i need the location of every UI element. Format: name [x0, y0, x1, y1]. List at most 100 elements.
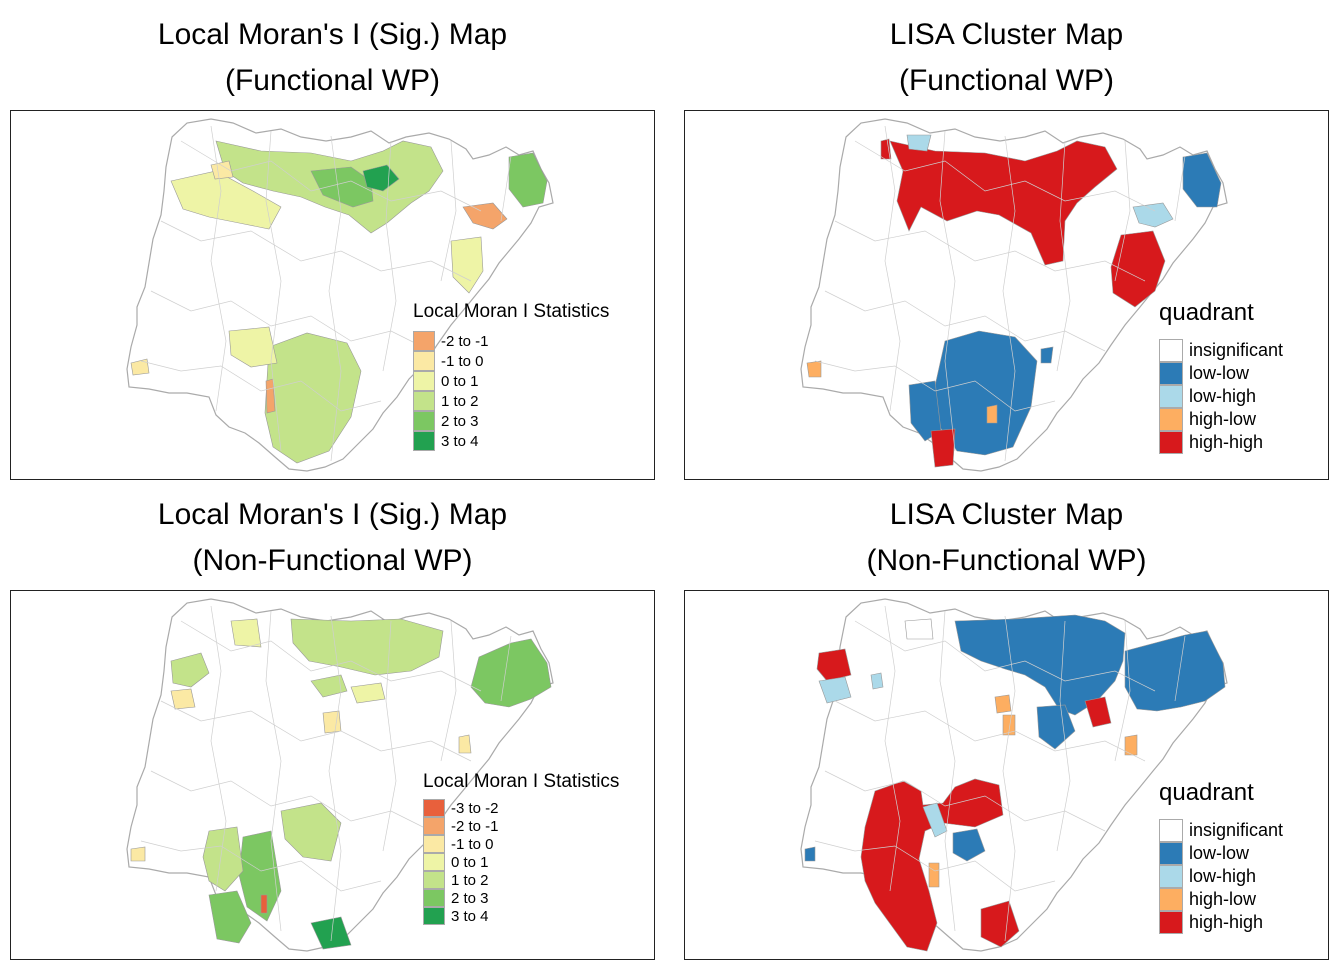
legend-swatch — [413, 391, 435, 411]
lga-region — [210, 160, 234, 180]
lga-region — [889, 140, 1118, 266]
legend-swatch — [413, 371, 435, 391]
lga-region — [980, 900, 1020, 948]
panel-title-line2: (Functional WP) — [898, 64, 1115, 97]
lga-region — [130, 846, 146, 862]
legend-swatch — [1159, 819, 1183, 842]
legend-swatch — [423, 907, 445, 925]
lga-region — [508, 152, 548, 208]
panel-title-line1: Local Moran's I (Sig.) Map — [157, 18, 508, 51]
lga-region — [994, 694, 1012, 714]
legend-label: 0 to 1 — [451, 854, 489, 871]
legend-label: low-high — [1189, 386, 1257, 406]
lga-boundaries — [140, 605, 512, 942]
nigeria-map — [800, 118, 1228, 472]
legend-label: high-high — [1189, 432, 1264, 452]
lga-region — [952, 828, 986, 862]
lga-region — [280, 802, 342, 862]
lga-region — [130, 358, 150, 376]
boundary-lines — [140, 605, 512, 942]
lga-region — [1002, 714, 1016, 736]
lga-regions — [804, 614, 1226, 952]
legend-swatch — [423, 817, 445, 835]
legend-swatch — [1159, 408, 1183, 431]
panel-title-line2: (Functional WP) — [224, 64, 441, 97]
lga-region — [818, 676, 852, 704]
panel-title-line1: Local Moran's I (Sig.) Map — [157, 498, 508, 531]
legend-label: 3 to 4 — [451, 908, 489, 925]
lga-region — [954, 614, 1126, 716]
legend-label: -1 to 0 — [441, 353, 484, 370]
lga-region — [870, 672, 884, 690]
legend-swatch — [1159, 842, 1183, 865]
lga-region — [930, 428, 956, 468]
lga-region — [450, 236, 484, 294]
lga-regions — [130, 140, 548, 464]
lga-region — [362, 164, 400, 192]
legend-label: low-low — [1189, 843, 1250, 863]
lga-region — [1110, 230, 1166, 308]
legend-swatch — [423, 799, 445, 817]
lga-region — [1182, 152, 1222, 208]
legend-swatch — [1159, 888, 1183, 911]
lga-region — [470, 638, 552, 708]
lga-regions — [806, 134, 1222, 468]
lga-region — [458, 734, 472, 754]
legend-swatch — [413, 351, 435, 371]
legend-title: Local Moran I Statistics — [413, 301, 610, 322]
legend-title: quadrant — [1159, 779, 1254, 806]
boundary-lines — [814, 605, 1186, 942]
panel-title-line1: LISA Cluster Map — [889, 18, 1124, 51]
legend-label: high-low — [1189, 409, 1257, 429]
lga-region — [1124, 734, 1138, 756]
legend-label: 2 to 3 — [441, 413, 479, 430]
legend-label: 0 to 1 — [441, 373, 479, 390]
lga-region — [208, 890, 252, 944]
panel-functional-lisa: LISA Cluster Map (Functional WP) quadran… — [684, 10, 1329, 480]
lga-region — [310, 916, 352, 950]
lga-region — [804, 846, 816, 862]
legend-label: -2 to -1 — [451, 818, 499, 835]
lga-boundaries — [140, 125, 512, 462]
lga-region — [462, 202, 508, 230]
legend-title: Local Moran I Statistics — [423, 771, 620, 792]
panel-title-line1: LISA Cluster Map — [889, 498, 1124, 531]
lga-region — [310, 166, 374, 208]
legend-label: insignificant — [1189, 820, 1284, 840]
legend-label: low-low — [1189, 363, 1250, 383]
lga-region — [986, 404, 998, 424]
legend-swatch — [1159, 339, 1183, 362]
lga-region — [228, 326, 278, 368]
legend-swatch — [423, 853, 445, 871]
lga-region — [1124, 630, 1226, 712]
lga-region — [290, 618, 444, 676]
lga-region — [922, 802, 948, 838]
lga-region — [170, 652, 210, 688]
legend-swatch — [423, 889, 445, 907]
lga-region — [264, 332, 362, 464]
legend-label: insignificant — [1189, 340, 1284, 360]
legend-swatch — [413, 431, 435, 451]
panel-title-line2: (Non-Functional WP) — [866, 544, 1147, 577]
lga-region — [260, 894, 268, 914]
nigeria-map — [800, 598, 1228, 952]
lga-region — [906, 134, 932, 152]
boundary-lines — [140, 125, 512, 462]
nigeria-map — [126, 598, 554, 952]
panel-nonfunctional-moran: Local Moran's I (Sig.) Map (Non-Function… — [10, 490, 655, 960]
legend-swatch — [1159, 431, 1183, 454]
lga-region — [265, 378, 276, 414]
legend-label: -2 to -1 — [441, 333, 489, 350]
legend-label: -1 to 0 — [451, 836, 494, 853]
legend-swatch — [423, 871, 445, 889]
legend-swatch — [413, 411, 435, 431]
panel-functional-moran: Local Moran's I (Sig.) Map (Functional W… — [10, 10, 655, 480]
map-frame: quadrant insignificant low-low low-high hig… — [684, 110, 1329, 480]
map-frame: Local Moran I Statistics -3 to -2 -2 to -… — [10, 590, 655, 960]
legend-title: quadrant — [1159, 299, 1254, 326]
lga-boundaries — [814, 605, 1186, 942]
lga-region — [880, 138, 892, 160]
lga-boundaries — [814, 125, 1186, 462]
legend-label: low-high — [1189, 866, 1257, 886]
panel-title-line2: (Non-Functional WP) — [192, 544, 473, 577]
